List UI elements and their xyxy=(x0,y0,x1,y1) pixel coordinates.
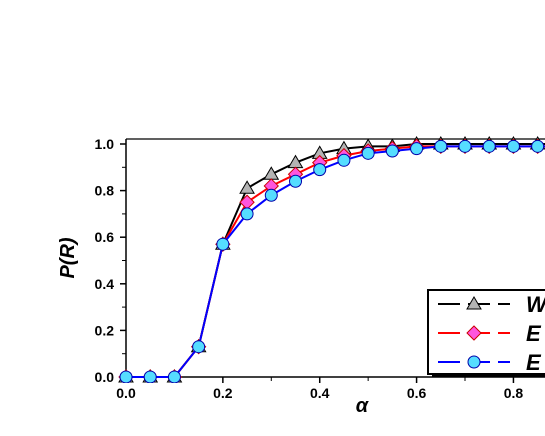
x-axis-ticks: 0.0 0.2 0.4 0.6 0.8 xyxy=(116,377,523,401)
legend-marker xyxy=(466,325,482,341)
data-point xyxy=(385,144,399,158)
data-point xyxy=(119,370,133,383)
y-axis-ticks: 0.0 0.2 0.4 0.6 0.8 1.0 xyxy=(95,136,126,385)
x-axis-label: α xyxy=(356,395,370,417)
legend-marker xyxy=(466,296,482,310)
series-layer xyxy=(118,136,545,383)
series-3 xyxy=(119,139,545,383)
x-tick-label: 0.0 xyxy=(116,385,136,401)
legend-label: W xyxy=(526,292,545,317)
legend-label: E xyxy=(526,321,542,346)
x-tick-label: 0.4 xyxy=(310,385,330,401)
data-point xyxy=(143,370,157,383)
x-tick-label: 0.2 xyxy=(213,385,233,401)
data-point xyxy=(216,237,230,251)
legend-label: E xyxy=(526,350,542,375)
data-point xyxy=(167,370,181,383)
y-tick-label: 0.2 xyxy=(95,322,115,338)
data-point xyxy=(337,153,351,167)
data-point xyxy=(313,163,327,177)
y-tick-label: 0.6 xyxy=(95,229,115,245)
data-point xyxy=(239,180,255,194)
data-point xyxy=(434,139,448,153)
data-point xyxy=(289,174,303,188)
data-point xyxy=(482,139,496,153)
y-tick-label: 0.8 xyxy=(95,183,115,199)
y-axis-label: P(R) xyxy=(57,237,79,278)
y-tick-label: 1.0 xyxy=(95,136,115,152)
data-point xyxy=(361,146,375,160)
x-tick-label: 0.6 xyxy=(407,385,427,401)
data-point xyxy=(531,139,545,153)
data-point xyxy=(263,166,280,180)
data-point xyxy=(264,188,278,202)
data-point xyxy=(506,139,520,153)
legend-marker xyxy=(467,355,481,369)
data-point xyxy=(410,142,424,156)
data-point xyxy=(192,340,206,354)
data-point xyxy=(458,139,472,153)
legend: WEE xyxy=(427,289,545,377)
y-tick-label: 0.4 xyxy=(95,276,115,292)
data-point xyxy=(240,207,254,221)
legend-entries: WEE xyxy=(438,292,545,375)
x-tick-label: 0.8 xyxy=(504,385,524,401)
y-tick-label: 0.0 xyxy=(95,369,115,385)
